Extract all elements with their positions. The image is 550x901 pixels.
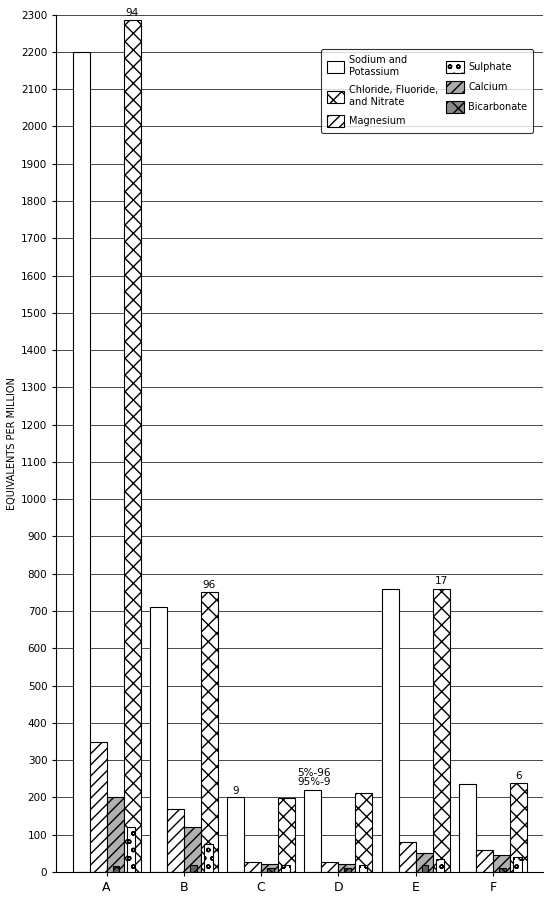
Bar: [399, 842, 416, 872]
Bar: [282, 865, 290, 872]
Bar: [227, 797, 244, 872]
Bar: [113, 867, 119, 872]
Bar: [150, 607, 167, 872]
Bar: [261, 864, 278, 872]
Bar: [278, 798, 295, 872]
Bar: [510, 783, 527, 872]
Bar: [167, 809, 184, 872]
Bar: [124, 20, 141, 872]
Bar: [355, 793, 372, 872]
Bar: [184, 827, 201, 872]
Bar: [204, 844, 213, 872]
Text: 94: 94: [125, 7, 139, 17]
Bar: [382, 588, 399, 872]
Bar: [201, 593, 218, 872]
Bar: [359, 865, 367, 872]
Bar: [127, 827, 135, 872]
Bar: [476, 850, 493, 872]
Bar: [459, 785, 476, 872]
Bar: [267, 868, 274, 872]
Bar: [421, 865, 428, 872]
Bar: [499, 868, 505, 872]
Bar: [416, 853, 433, 872]
Bar: [73, 52, 90, 872]
Bar: [493, 855, 510, 872]
Bar: [90, 742, 107, 872]
Legend: Sodium and
Potassium, Chloride, Fluoride,
and Nitrate, Magnesium, Sulphate, Calc: Sodium and Potassium, Chloride, Fluoride…: [321, 50, 534, 132]
Bar: [338, 864, 355, 872]
Bar: [107, 797, 124, 872]
Bar: [436, 859, 444, 872]
Bar: [190, 865, 196, 872]
Bar: [244, 861, 261, 872]
Bar: [513, 857, 522, 872]
Bar: [344, 868, 351, 872]
Text: 17: 17: [434, 576, 448, 586]
Text: 9: 9: [232, 786, 239, 796]
Text: 6: 6: [515, 771, 521, 781]
Bar: [304, 790, 321, 872]
Text: 95%-9: 95%-9: [298, 777, 331, 787]
Bar: [433, 588, 449, 872]
Text: 96: 96: [203, 580, 216, 590]
Bar: [321, 861, 338, 872]
Text: 5%-96: 5%-96: [298, 768, 331, 778]
Y-axis label: EQUIVALENTS PER MILLION: EQUIVALENTS PER MILLION: [7, 377, 17, 510]
